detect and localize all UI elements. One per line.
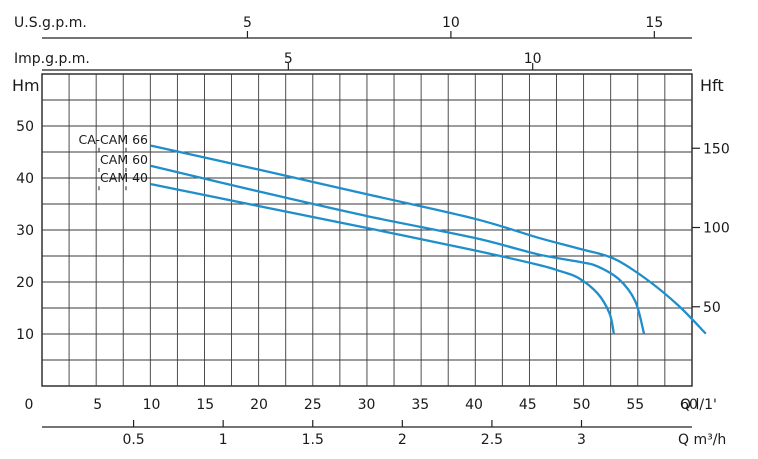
hm-tick-label: 20 [16,275,34,291]
usgpm-tick-label: 15 [645,15,663,31]
usgpm-axis: U.S.g.p.m. 5 10 15 [14,15,692,39]
q-lmin-tick-label: 25 [304,397,322,413]
q-lmin-tick-label: 5 [93,397,102,413]
usgpm-tick-label: 5 [243,15,252,31]
series-labels: CA-CAM 66 CAM 60 CAM 40 [79,132,149,191]
m3h-tick-label: 3 [577,432,586,448]
m3h-tick-label: 2 [398,432,407,448]
usgpm-axis-label: U.S.g.p.m. [14,15,87,31]
hm-tick-label: 30 [16,223,34,239]
m3h-tick-label: 0.5 [122,432,144,448]
m3h-tick-label: 1.5 [302,432,324,448]
hft-tick-label: 100 [703,221,730,237]
impgpm-axis-label: Imp.g.p.m. [14,51,90,67]
impgpm-tick-label: 5 [284,51,293,67]
q-lmin-tick-label: 20 [250,397,268,413]
q-lmin-tick-label: 35 [411,397,429,413]
m3h-axis: 0.5 1 1.5 2 2.5 3 Q m³/h [42,420,726,448]
hm-tick-label: 10 [16,327,34,343]
q-lmin-tick-label: 50 [573,397,591,413]
m3h-axis-label: Q m³/h [678,432,726,448]
curve-cam-40 [150,183,615,335]
hft-axis-label: Hft [700,76,724,95]
q-lmin-tick-label: 15 [196,397,214,413]
plot-area: CA-CAM 66 CAM 60 CAM 40 [41,73,707,387]
q-lmin-tick-label: 40 [465,397,483,413]
hft-tick-label: 150 [703,141,730,157]
curve-cam-60 [150,164,645,335]
q-lmin-tick-label: 30 [358,397,376,413]
series-label-ca-cam-66: CA-CAM 66 [79,132,149,147]
curve-ca-cam-66 [150,144,707,335]
hm-axis: Hm 10 20 30 40 50 [12,76,40,343]
q-lmin-axis-label: Q l/1' [680,397,717,413]
m3h-tick-label: 1 [219,432,228,448]
impgpm-axis: Imp.g.p.m. 5 10 [14,51,692,71]
hft-axis: Hft 50 100 150 [692,76,730,316]
hm-tick-label: 40 [16,171,34,187]
hm-tick-label: 50 [16,119,34,135]
q-lmin-tick-label: 10 [143,397,161,413]
q-lmin-axis: 0 5 10 15 20 25 30 35 40 45 50 55 60 Q l/1' [25,397,717,413]
series-label-cam-40: CAM 40 [100,170,148,185]
usgpm-tick-label: 10 [442,15,460,31]
q-lmin-tick-label: 60 [680,397,698,413]
hft-tick-label: 50 [703,300,721,316]
impgpm-tick-label: 10 [524,51,542,67]
q-lmin-tick-label: 45 [519,397,537,413]
q-lmin-tick-label: 55 [626,397,644,413]
hm-axis-label: Hm [12,76,40,95]
q-lmin-tick-label: 0 [25,397,34,413]
series-label-cam-60: CAM 60 [100,152,148,167]
pump-curves [150,144,707,335]
m3h-tick-label: 2.5 [481,432,503,448]
grid-lines [42,74,692,386]
